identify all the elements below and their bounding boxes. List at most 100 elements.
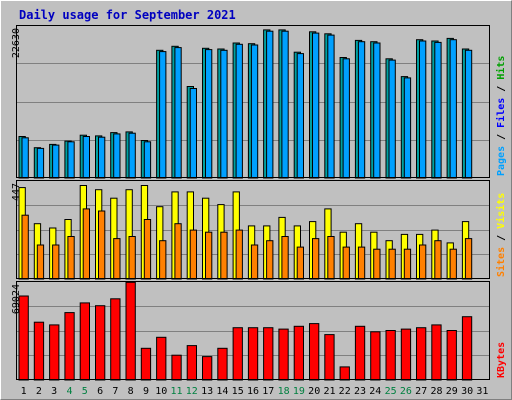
x-tick-label: 13 [201, 386, 213, 397]
bar [281, 236, 289, 280]
bar [464, 238, 473, 280]
x-tick-label: 15 [232, 386, 244, 397]
x-tick-label: 29 [446, 386, 458, 397]
bar [67, 236, 75, 280]
x-tick-label: 2 [36, 386, 42, 397]
bar [174, 47, 182, 179]
bar [416, 327, 427, 381]
legend-hits-files-pages: Pages / Files / Hits [495, 56, 507, 176]
bar [113, 133, 121, 179]
bar [220, 49, 228, 179]
bar [36, 147, 45, 179]
y-max-label: 447 [11, 183, 22, 201]
legend-entry: Visits [495, 193, 507, 229]
bar [36, 244, 45, 280]
x-tick-label: 28 [430, 386, 442, 397]
bar [202, 356, 213, 381]
x-tick-label: 3 [51, 386, 57, 397]
x-tick-label: 26 [400, 386, 412, 397]
legend-visits-sites: Sites / Visits [495, 193, 507, 277]
bar [373, 248, 381, 280]
bar [464, 49, 473, 179]
bar [217, 347, 228, 381]
x-tick-label: 17 [262, 386, 274, 397]
bar [419, 40, 427, 179]
x-tick-label: 7 [112, 386, 118, 397]
x-tick-label: 20 [308, 386, 320, 397]
bar [49, 324, 60, 381]
x-tick-label: 27 [415, 386, 427, 397]
bar [278, 328, 289, 381]
bar [247, 327, 259, 381]
bar [98, 210, 106, 280]
bar [373, 42, 381, 179]
bar [461, 316, 473, 381]
x-tick-label: 19 [293, 386, 305, 397]
bar [434, 41, 442, 179]
bar [235, 43, 243, 179]
bar [140, 347, 152, 381]
bar [400, 328, 412, 381]
x-tick-label: 9 [143, 386, 149, 397]
bar [431, 324, 442, 381]
chart-title: Daily usage for September 2021 [19, 8, 236, 22]
legend-entry: Pages [496, 146, 507, 176]
bar [385, 330, 396, 381]
bar [388, 59, 396, 179]
panel-border [16, 25, 490, 178]
legend-entry: / [496, 80, 507, 98]
x-tick-label: 25 [385, 386, 397, 397]
y-max-label: 69024 [11, 284, 22, 314]
x-tick-label: 12 [186, 386, 198, 397]
x-tick-label: 18 [278, 386, 290, 397]
bar [125, 281, 136, 381]
x-tick-label: 16 [247, 386, 259, 397]
bar [250, 244, 259, 280]
bar [263, 327, 274, 381]
bar [434, 240, 442, 280]
x-tick-label: 30 [461, 386, 473, 397]
x-tick-label: 6 [97, 386, 103, 397]
bar [143, 141, 152, 179]
bar [342, 246, 350, 280]
legend-entry: / [496, 128, 507, 146]
x-tick-label: 8 [128, 386, 134, 397]
bar [312, 238, 320, 280]
bar [357, 246, 366, 280]
bar [128, 132, 136, 179]
legend-entry: Hits [495, 56, 507, 80]
panel-border [16, 281, 490, 380]
x-tick-label: 23 [354, 386, 366, 397]
bar [235, 229, 243, 280]
bar [403, 77, 412, 179]
bar [128, 236, 136, 280]
x-tick-label: 11 [170, 386, 182, 397]
bar [52, 244, 60, 280]
bar [449, 39, 457, 179]
legend-kbytes: KBytes [496, 342, 507, 378]
bar [52, 144, 60, 179]
legend-entry: Sites [495, 247, 507, 277]
x-tick-label: 21 [323, 386, 335, 397]
bar [327, 34, 335, 179]
bar [342, 58, 350, 179]
legend-entry: / [496, 229, 507, 247]
bar [113, 238, 121, 280]
x-tick-label: 22 [339, 386, 351, 397]
bar [449, 248, 457, 280]
bar [232, 327, 243, 381]
bar [296, 53, 305, 179]
bar [388, 248, 396, 280]
x-tick-label: 4 [66, 386, 72, 397]
bar [189, 88, 197, 179]
bar [82, 136, 90, 179]
bar [67, 141, 75, 179]
bar [354, 325, 366, 381]
bar [324, 334, 335, 381]
bar [110, 298, 121, 381]
bar [189, 229, 197, 280]
x-tick-label: 5 [82, 386, 88, 397]
bar [205, 231, 213, 280]
bar [266, 240, 274, 280]
bar [293, 325, 305, 381]
